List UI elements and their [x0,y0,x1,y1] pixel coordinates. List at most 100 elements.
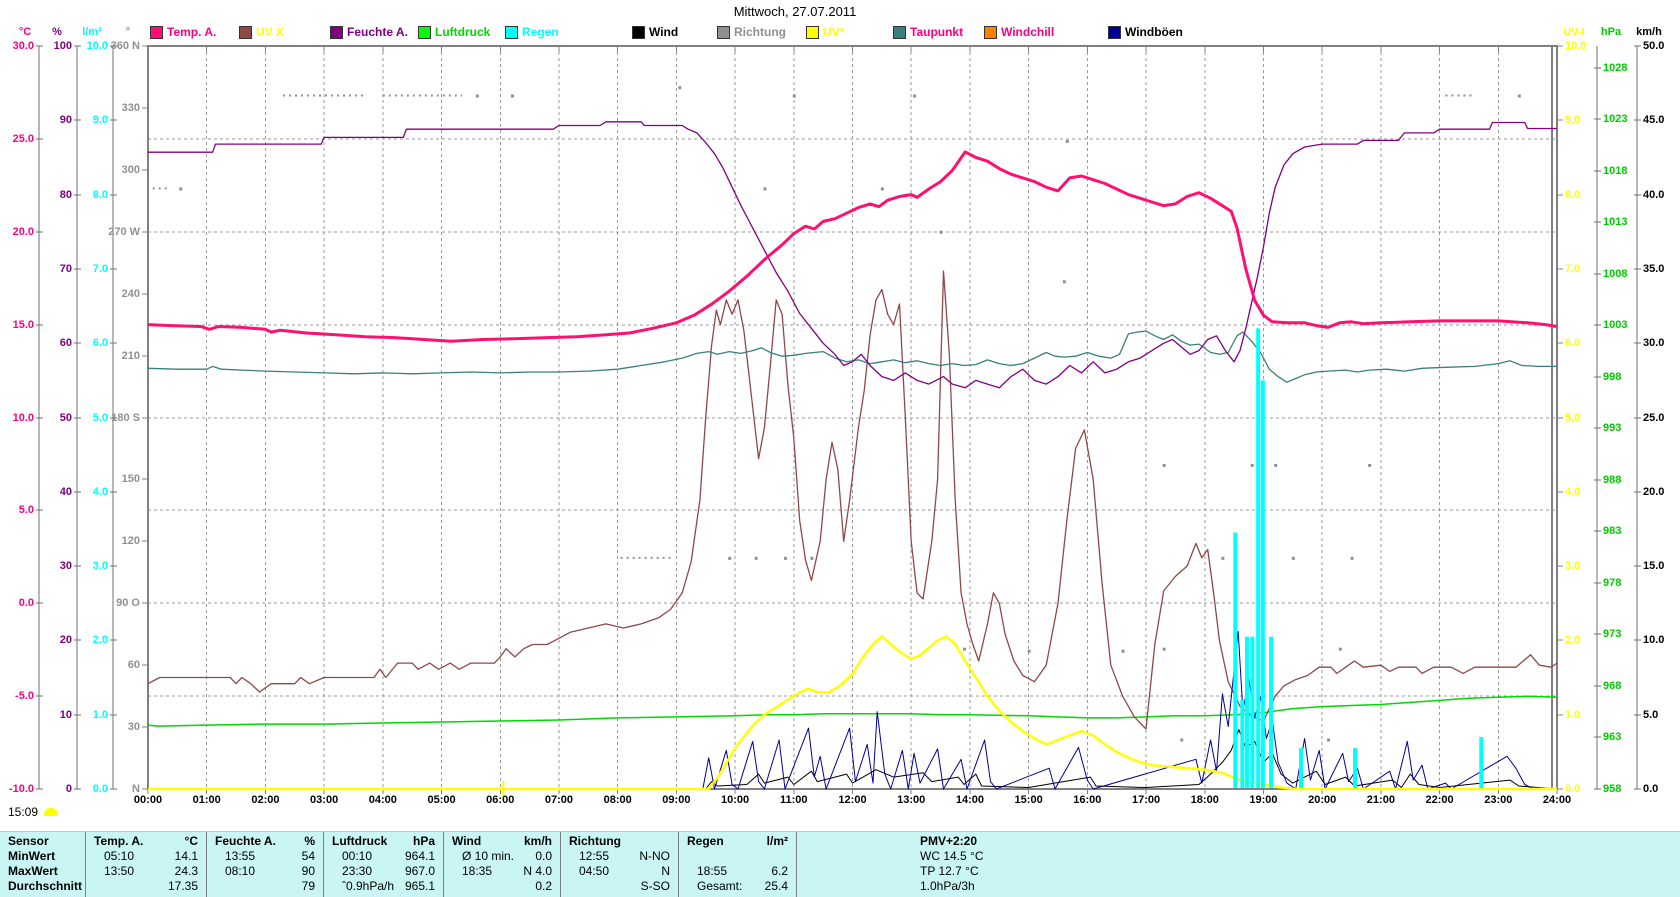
legend-swatch [330,26,343,39]
stat-cell: 04:50 [579,864,610,878]
direction-dot [728,556,732,560]
table-row: S-SO [561,879,678,894]
stat-cell: ˆ0.9hPa/h [342,879,395,893]
tick-label-deg: 180 S [111,412,140,424]
tick-label-hpa: 1018 [1603,165,1628,177]
tick-label-deg: 150 [121,473,140,485]
legend-item-4: Luftdruck [418,26,490,39]
tick-label-c: 10.0 [12,412,34,424]
axis-unit-deg: ° [125,26,131,38]
tick-label-deg: 330 [121,102,140,114]
table-row: MaxWert [0,864,85,879]
x-tick-label: 18:00 [1190,794,1219,806]
stat-cell: 12:55 [579,849,610,863]
table-row: Wind km/h [444,834,560,849]
tick-label-lm2: 9.0 [92,114,108,126]
tick-label-kmh: 35.0 [1643,263,1665,275]
tick-label-kmh: 25.0 [1643,412,1665,424]
tick-label-hpa: 988 [1603,474,1622,486]
sunshine-row: 15:09 [8,805,59,819]
tick-label-kmh: 20.0 [1643,486,1665,498]
stat-cell: 24.3 [174,864,198,878]
table-row: Durchschnitt [0,879,85,894]
tick-label-hpa: 1028 [1603,62,1628,74]
stat-cell: TP 12.7 °C [920,864,979,878]
stat-cell [86,879,104,894]
x-tick-label: 02:00 [251,794,280,806]
legend-item-6: Wind [632,26,678,39]
stat-cell: Durchschnitt [8,879,83,893]
tick-label-deg: 300 [121,164,140,176]
tick-label-deg: N [132,783,140,795]
table-row: 00:10 964.1 [324,849,443,864]
stat-cell [788,849,796,864]
stat-cell: 967.0 [404,864,435,878]
x-tick-label: 19:00 [1249,794,1278,806]
direction-dot [1162,463,1166,467]
direction-dot [880,187,884,191]
stat-cell: 17.35 [167,879,198,893]
x-tick-label: 01:00 [192,794,221,806]
legend-item-9: Taupunkt [893,26,963,39]
legend-label: Richtung [734,25,786,39]
axis-unit-uvi: UV-I [1563,26,1585,38]
tick-label-kmh: 0.0 [1643,783,1659,795]
series-luftdruck [147,695,1558,727]
direction-dot [1180,738,1184,742]
tick-label-hpa: 963 [1603,731,1622,743]
direction-dot [1291,556,1295,560]
axis-unit-kmh: km/h [1636,26,1662,38]
table-col-4: Wind km/h Ø 10 min. 0.0 18:35 N 4.0 0.2 [443,832,560,897]
series-uvstern [148,635,1557,791]
tick-label-hpa: 998 [1603,371,1622,383]
tick-label-lm2: 2.0 [92,634,108,646]
tick-label-c: -5.0 [15,690,34,702]
direction-dot [1162,647,1166,651]
table-row: PMV+2:20 [797,834,1680,849]
table-col-3: Luftdruck hPa 00:10 964.1 23:30 967.0 ˆ0.9hPa/… [323,832,443,897]
stat-cell [444,879,462,894]
tick-label-c: -10.0 [8,783,34,795]
legend-label: UV X [256,25,285,39]
direction-dot [763,187,767,191]
tick-label-pct: 0 [65,783,72,795]
tick-label-hpa: 993 [1603,422,1622,434]
direction-dot [810,556,814,560]
direction-dot [1221,556,1225,560]
stat-cell: MinWert [8,849,56,863]
table-row: 04:50 N [561,864,678,879]
legend-label: Wind [649,25,679,39]
stat-cell: % [304,834,315,848]
x-tick-label: 13:00 [897,794,926,806]
table-row: ˆ0.9hPa/h 965.1 [324,879,443,894]
table-row: 79 [207,879,323,894]
x-tick-label: 17:00 [1131,794,1161,806]
tick-label-deg: 30 [127,721,140,733]
legend-label: Luftdruck [435,25,491,39]
table-row: Temp. A. °C [86,834,206,849]
stat-cell: 965.1 [404,879,435,893]
stat-cell: 0.0 [535,849,552,863]
table-col-1: Temp. A. °C 05:10 14.1 13:50 24.3 17.35 [85,832,206,897]
tick-label-kmh: 5.0 [1643,709,1659,721]
x-tick-label: 03:00 [310,794,339,806]
sun-icon [44,808,59,816]
legend-swatch [150,26,163,39]
x-tick-label: 04:00 [368,794,397,806]
legend-item-1: Temp. A. [150,26,216,39]
tick-label-uvi: 10.0 [1565,40,1587,52]
stat-cell: hPa [412,834,435,848]
tick-label-deg: 270 W [108,226,140,238]
tick-label-pct: 20 [59,634,72,646]
x-tick-label: 22:00 [1425,794,1454,806]
chart-plot [36,45,1641,800]
stat-cell: PMV+2:20 [920,834,978,848]
legend-item-7: Richtung [717,26,786,39]
tick-label-deg: 240 [121,288,140,300]
table-row: Gesamt: 25.4 [679,879,796,894]
direction-dot [1368,463,1372,467]
direction-dot [1338,647,1342,651]
x-tick-label: 05:00 [427,794,456,806]
tick-label-hpa: 1023 [1603,113,1628,125]
series-taupunkt [147,330,1557,383]
